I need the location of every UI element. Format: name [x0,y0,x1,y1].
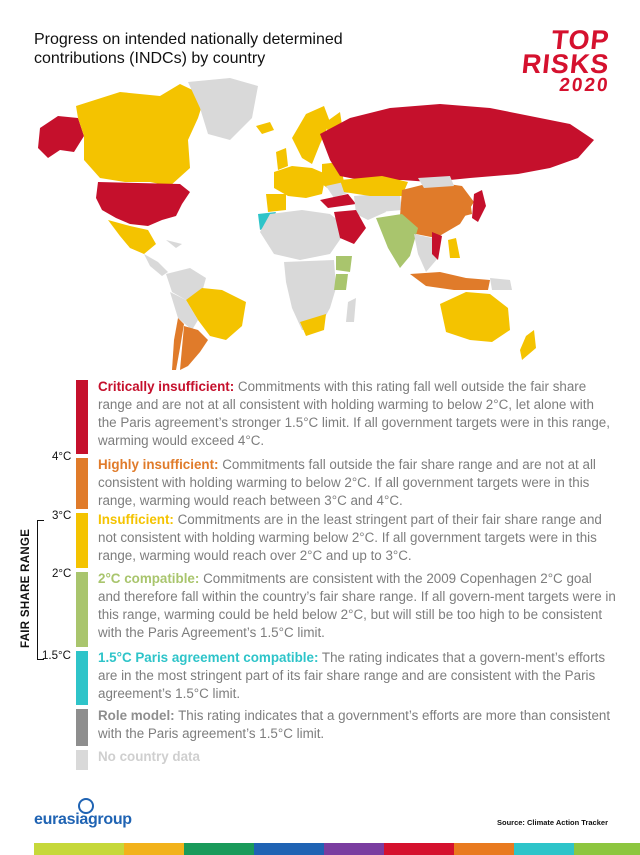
chart-title: Progress on intended nationally determin… [34,31,343,67]
legend-swatch [76,709,88,746]
map-japan [472,190,486,222]
legend-text: Commitments are in the least stringent p… [98,512,602,563]
map-philippines [448,238,460,258]
legend-heading: 2°C compatible: [98,571,200,586]
map-brazil [186,288,246,340]
map-iberia [266,194,286,212]
map-turkey [320,194,356,208]
legend-swatch [76,458,88,509]
fair-share-range-label: FAIR SHARE RANGE [20,528,32,648]
legend-swatch [76,750,88,770]
map-south-america-north [166,268,206,300]
legend-item-paris-compatible: 1.5°C Paris agreement compatible: The ra… [76,649,616,707]
map-kenya [334,274,348,290]
map-western-europe [274,166,326,198]
map-madagascar [346,298,356,322]
map-mongolia [418,176,454,188]
map-scandinavia [292,106,330,164]
legend-item-2c-compatible: 2°C compatible: Commitments are consiste… [76,570,616,649]
legend-text: Commitments are consistent with the 2009… [98,571,616,640]
tick-1-5c: 1.5°C [42,650,71,662]
map-papua [490,278,512,290]
map-iceland [256,122,274,134]
legend-text: Commitments fall outside the fair share … [98,457,596,508]
map-canada [76,84,205,186]
map-mexico [108,220,156,254]
map-central-africa [284,260,336,330]
legend-swatch [76,380,88,454]
legend-heading: No country data [98,749,200,764]
map-korea [462,200,472,216]
tick-2c: 2°C [52,568,72,580]
map-argentina [180,326,208,370]
legend-text: Commitments with this rating fall well o… [98,379,610,448]
map-north-africa [260,210,348,260]
legend-item-insufficient: Insufficient: Commitments are in the lea… [76,511,616,570]
legend-heading: Highly insufficient: [98,457,219,472]
legend-text: The rating indicates that a govern-ment’… [98,650,606,701]
legend-swatch [76,513,88,568]
map-uk [276,148,288,170]
map-russia [320,104,594,182]
map-ethiopia [336,256,352,272]
legend-swatch [76,572,88,647]
logo-ring-icon [78,798,94,814]
legend: Critically insufficient: Commitments wit… [76,378,616,772]
tick-3c: 3°C [52,510,72,522]
map-australia [440,292,510,342]
legend-item-no-data: No country data [76,748,616,772]
brand-line-2: RISKS [520,49,612,79]
map-central-asia [370,196,402,212]
legend-heading: 1.5°C Paris agreement compatible: [98,650,319,665]
legend-heading: Critically insufficient: [98,379,235,394]
map-peru-bolivia [170,292,198,330]
fair-share-bracket [37,520,44,660]
legend-item-role-model: Role model: This rating indicates that a… [76,707,616,748]
map-south-africa [300,314,326,336]
legend-heading: Role model: [98,708,175,723]
map-china [400,182,474,238]
legend-swatch [76,651,88,705]
map-vietnam [432,232,442,260]
legend-item-highly-insufficient: Highly insufficient: Commitments fall ou… [76,456,616,511]
tick-4c: 4°C [52,451,72,463]
map-kazakhstan [340,176,408,196]
map-india [376,214,418,268]
map-chile [172,318,184,370]
map-new-zealand [520,330,536,360]
map-saudi-arabia [334,210,366,244]
map-greenland [188,78,258,140]
source-note: Source: Climate Action Tracker [496,818,608,827]
map-central-america [144,254,168,276]
map-usa [96,182,190,226]
map-caribbean [166,240,182,248]
color-stripe [34,843,640,855]
legend-item-critically-insufficient: Critically insufficient: Commitments wit… [76,378,616,456]
map-alaska [38,116,84,158]
map-indonesia [410,272,490,290]
world-map [38,78,594,370]
legend-heading: Insufficient: [98,512,174,527]
legend-text: This rating indicates that a government’… [98,708,611,741]
logo-text: eurasiagroup [34,811,132,828]
